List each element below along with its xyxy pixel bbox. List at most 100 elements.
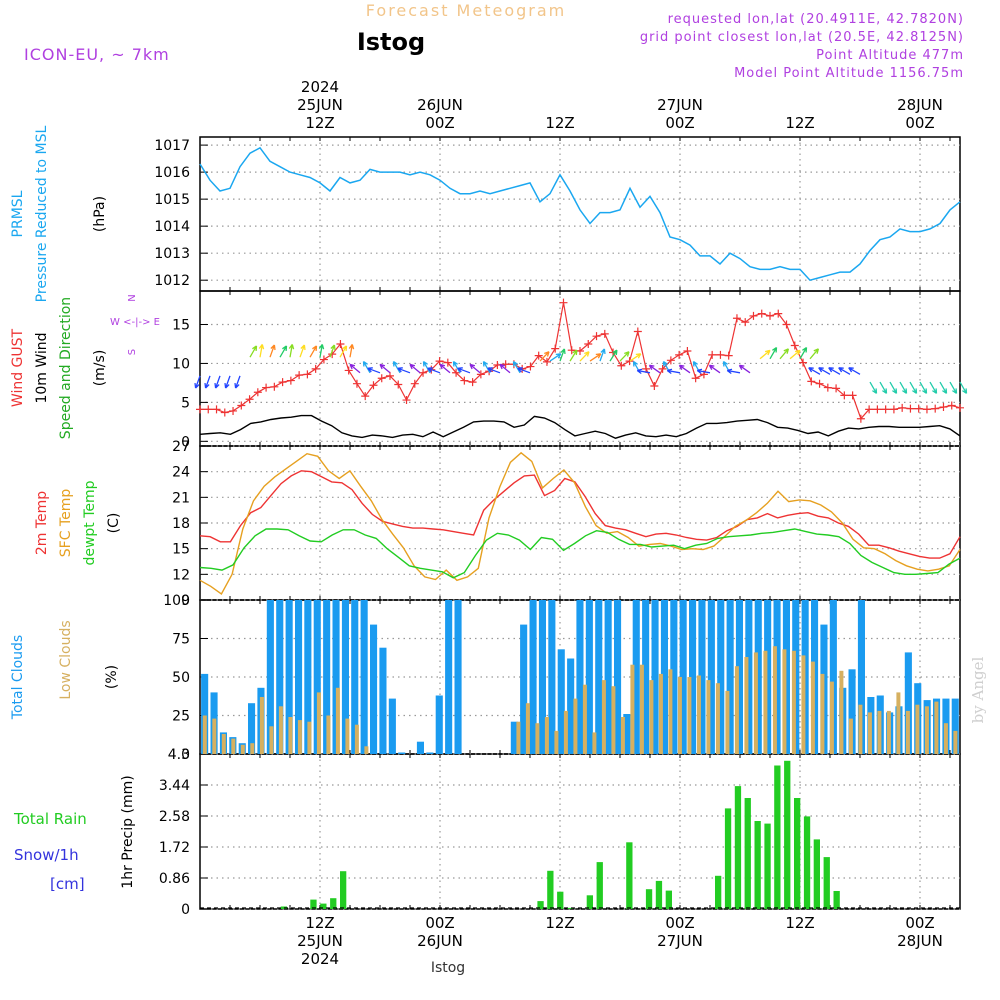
low-cloud-bar (753, 652, 758, 754)
rain-bar (340, 871, 347, 909)
low-cloud-bar (877, 710, 882, 754)
low-cloud-bar (687, 677, 692, 754)
low-cloud-bar (516, 721, 521, 754)
total-cloud-bar (773, 600, 781, 754)
wind-direction-arrow (909, 381, 918, 394)
compass-west-east: W <-|-> E (110, 317, 160, 328)
panel1-label-prmsl: PRMSL (10, 190, 26, 237)
low-cloud-bar (867, 712, 872, 754)
total-cloud-bar (745, 600, 753, 754)
total-cloud-bar (295, 600, 303, 754)
low-cloud-bar (316, 692, 321, 754)
total-cloud-bar (632, 600, 640, 754)
station-title: Istog (357, 28, 425, 56)
total-cloud-bar (698, 600, 706, 754)
prmsl-line (199, 146, 961, 282)
panel1-unit: (hPa) (92, 196, 108, 232)
wind-gust-point (898, 403, 907, 412)
compass-north: N (127, 294, 138, 301)
footer-station: Istog (431, 960, 465, 976)
low-cloud-bar (943, 723, 948, 754)
low-cloud-bar (905, 710, 910, 754)
total-cloud-bar (604, 600, 612, 754)
rain-bar (715, 875, 722, 909)
wind-direction-arrow (339, 345, 348, 358)
wind-gust-point (270, 382, 279, 391)
wind-gust-point (600, 329, 609, 338)
total-cloud-bar (642, 600, 650, 754)
rain-bar (586, 895, 593, 909)
total-cloud-bar (614, 600, 622, 754)
y-tick-label: 1014 (154, 219, 190, 235)
total-cloud-bar (370, 624, 378, 754)
wind-gust-point (815, 379, 824, 388)
wind-gust-point (922, 405, 931, 414)
wind-gust-point (832, 384, 841, 393)
compass-south: S (127, 349, 138, 355)
wind-direction-arrow (809, 348, 820, 360)
wind-gust-point (799, 358, 808, 367)
rain-bar (784, 760, 791, 909)
wind-gust-point (840, 391, 849, 400)
y-tick-label: 0 (181, 434, 190, 450)
low-cloud-bar (886, 710, 891, 754)
wind-direction-arrow (269, 344, 276, 358)
wind-gust-point (361, 392, 370, 401)
rain-bar (665, 890, 672, 909)
wind-direction-arrow (799, 346, 808, 360)
wind-direction-arrow (362, 360, 371, 374)
wind-gust-point (476, 370, 485, 379)
wind-direction-arrow (636, 368, 651, 375)
low-cloud-bar (734, 666, 739, 754)
rain-bar (734, 786, 742, 909)
wind-gust-point (278, 378, 287, 387)
wind-gust-point (452, 368, 461, 377)
panels-group (194, 136, 968, 910)
total-cloud-bar (332, 600, 340, 754)
wind-direction-arrow (579, 351, 590, 362)
low-cloud-bar (924, 706, 929, 754)
low-cloud-bar (820, 673, 825, 754)
wind-direction-arrow (889, 381, 898, 394)
rain-bar (833, 891, 840, 909)
rain-bar (330, 898, 337, 909)
y-tick-label: 1.72 (159, 840, 190, 856)
total-cloud-bar (557, 649, 565, 754)
grid-coords: grid point closest lon,lat (20.5E, 42.81… (640, 30, 964, 45)
y-tick-label: 27 (172, 439, 190, 455)
panel4-label-total: Total Clouds (10, 635, 26, 720)
watermark: by Angel (969, 656, 987, 723)
wind-direction-arrow (288, 344, 295, 358)
time-label-bottom: 26JUN (417, 932, 463, 950)
wind-gust-point (286, 376, 295, 385)
low-cloud-bar (706, 680, 711, 754)
wind-speed-line (199, 414, 961, 439)
wind-gust-point (501, 360, 510, 369)
wind-direction-arrow (214, 375, 221, 389)
wind-direction-arrow (808, 367, 821, 375)
total-cloud-bar (266, 600, 274, 754)
low-cloud-bar (839, 670, 844, 754)
wind-direction-arrow (726, 368, 741, 375)
total-cloud-bar (341, 600, 349, 754)
wind-gust-point (865, 405, 874, 414)
total-cloud-bar (201, 673, 209, 754)
low-cloud-bar (858, 704, 863, 754)
wind-direction-arrow (224, 375, 231, 389)
wind-gust-point (245, 395, 254, 404)
rain-bar (754, 821, 761, 909)
y-tick-label: 1012 (154, 273, 190, 289)
wind-gust-point (542, 357, 551, 366)
total-cloud-bar (829, 600, 837, 754)
wind-direction-arrow (738, 364, 751, 374)
panel3-label-dewpt: dewpt Temp (82, 480, 98, 565)
y-tick-label: 24 (172, 465, 190, 481)
total-cloud-bar (351, 600, 359, 754)
panel4-label-low: Low Clouds (58, 620, 74, 699)
wind-gust-point (790, 341, 799, 350)
panel5-label-snow-unit: [cm] (50, 875, 85, 893)
wind-gust-point (675, 350, 684, 359)
total-cloud-bar (548, 600, 556, 754)
low-cloud-bar (649, 680, 654, 754)
low-cloud-bar (307, 721, 312, 754)
